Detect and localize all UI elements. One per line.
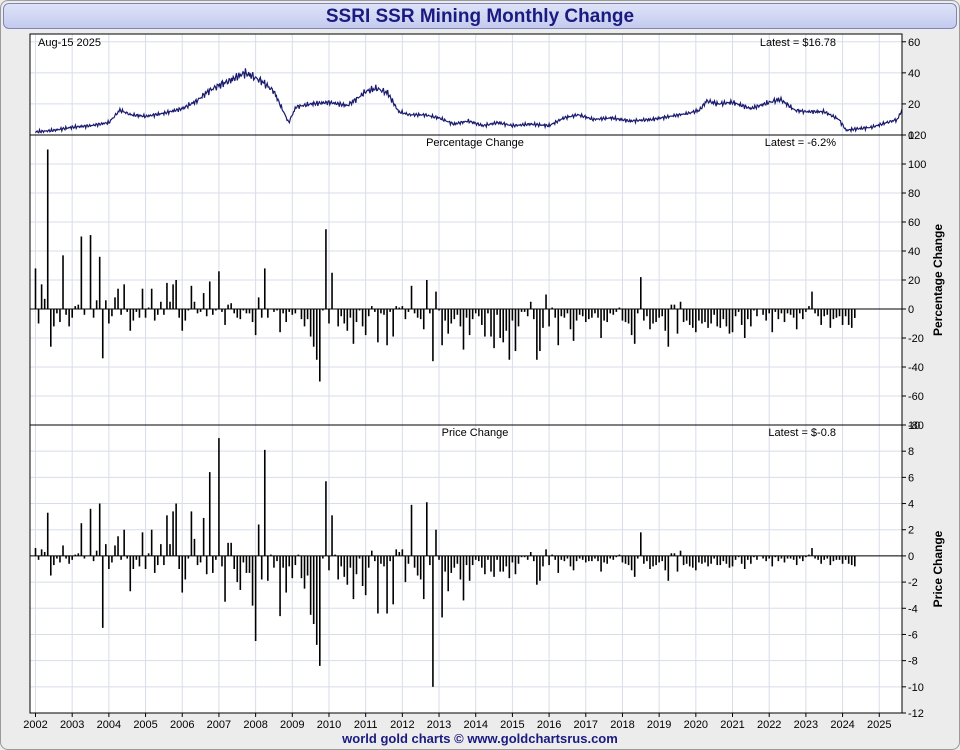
x-tick-label: 2007	[207, 719, 231, 731]
price-latest-label: Latest = $16.78	[760, 37, 836, 49]
y-tick-label: -40	[908, 362, 924, 374]
y-axis-label: Percentage Change	[931, 224, 945, 336]
y-tick-label: 40	[908, 68, 920, 80]
y-tick-label: 0	[908, 304, 914, 316]
x-tick-label: 2004	[97, 719, 121, 731]
y-tick-label: 20	[908, 275, 920, 287]
x-tick-label: 2022	[757, 719, 781, 731]
panel-label: Price Change	[442, 427, 509, 439]
x-tick-label: 2023	[794, 719, 818, 731]
y-tick-label: 10	[908, 420, 920, 432]
y-tick-label: -60	[908, 391, 924, 403]
x-tick-label: 2010	[317, 719, 341, 731]
x-tick-label: 2018	[610, 719, 634, 731]
y-tick-label: -6	[908, 629, 918, 641]
chart-title: SSRI SSR Mining Monthly Change	[325, 6, 635, 27]
y-tick-label: 0	[908, 551, 914, 563]
y-tick-label: -80	[908, 420, 924, 432]
latest-label: Latest = $-0.8	[768, 427, 836, 439]
y-tick-label: -2	[908, 577, 918, 589]
x-tick-label: 2012	[390, 719, 414, 731]
panel-1-background	[30, 34, 902, 135]
y-tick-label: 60	[908, 217, 920, 229]
y-tick-label: -8	[908, 656, 918, 668]
y-tick-label: -10	[908, 682, 924, 694]
x-tick-label: 2003	[60, 719, 84, 731]
x-tick-label: 2011	[354, 719, 378, 731]
y-tick-label: 120	[908, 130, 926, 142]
date-label: Aug-15 2025	[38, 37, 101, 49]
price-line	[34, 68, 903, 134]
x-tick-label: 2016	[537, 719, 561, 731]
x-tick-label: 2020	[684, 719, 708, 731]
y-tick-label: -4	[908, 603, 918, 615]
x-tick-label: 2002	[23, 719, 47, 731]
y-tick-label: 0	[908, 130, 914, 142]
x-tick-label: 2009	[280, 719, 304, 731]
y-tick-label: 100	[908, 159, 926, 171]
x-tick-label: 2013	[427, 719, 451, 731]
y-tick-label: -12	[908, 708, 924, 720]
x-tick-label: 2024	[830, 719, 854, 731]
x-tick-label: 2017	[574, 719, 598, 731]
y-tick-label: 2	[908, 525, 914, 537]
latest-label: Latest = -6.2%	[765, 137, 836, 149]
x-tick-label: 2008	[243, 719, 267, 731]
y-tick-label: -20	[908, 333, 924, 345]
y-tick-label: 40	[908, 246, 920, 258]
y-axis-label: Price Change	[931, 530, 945, 607]
x-tick-label: 2015	[500, 719, 524, 731]
x-tick-label: 2006	[170, 719, 194, 731]
panel-label: Percentage Change	[426, 137, 524, 149]
footer-credit: world gold charts © www.goldchartsrus.co…	[342, 731, 618, 746]
x-tick-label: 2005	[133, 719, 157, 731]
y-tick-label: 20	[908, 99, 920, 111]
x-tick-label: 2021	[720, 719, 744, 731]
x-tick-label: 2019	[647, 719, 671, 731]
y-tick-label: 4	[908, 499, 914, 511]
y-tick-label: 8	[908, 446, 914, 458]
panel-3-background	[30, 425, 902, 713]
y-tick-label: 80	[908, 188, 920, 200]
x-tick-label: 2014	[463, 719, 487, 731]
y-tick-label: 60	[908, 37, 920, 49]
title-bar: SSRI SSR Mining Monthly Change	[3, 3, 957, 29]
plot-border	[29, 33, 903, 714]
x-tick-label: 2025	[867, 719, 891, 731]
y-tick-label: 6	[908, 472, 914, 484]
